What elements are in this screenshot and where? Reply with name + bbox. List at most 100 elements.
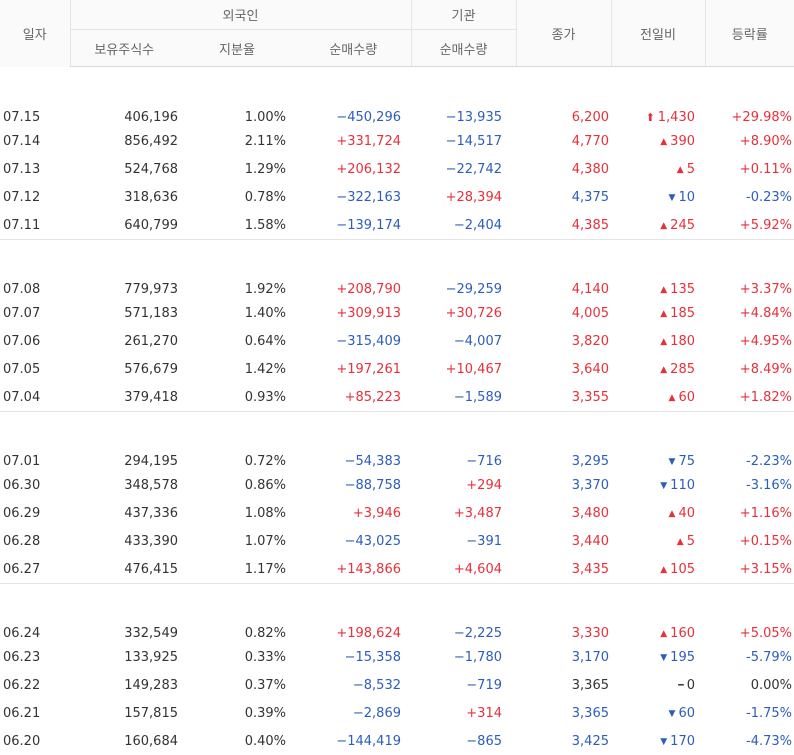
date-value: 07.08 [3,282,40,297]
close-cell: 3,355 [516,383,611,412]
arrow-up-icon: ▲ [660,137,667,147]
rate-cell: -1.75% [705,699,794,727]
change-value: 110 [670,478,695,493]
inst-net-cell: −2,404 [411,211,516,240]
rate-cell: -2.23% [705,412,794,472]
ratio-value: 1.29% [245,162,286,177]
arrow-up-icon: ▲ [660,337,667,347]
close-cell: 4,380 [516,155,611,183]
change-cell: ▲5 [611,527,705,555]
holdings-value: 157,815 [124,706,178,721]
rate-cell: +8.49% [705,355,794,383]
inst-net-cell: +314 [411,699,516,727]
arrow-up-icon: ▲ [669,509,676,519]
rate-cell: +29.98% [705,67,794,128]
foreign-net-cell: +331,724 [296,127,411,155]
arrow-down-icon: ▼ [660,737,667,747]
date-value: 07.14 [3,134,40,149]
foreign-net-cell: −88,758 [296,471,411,499]
close-value: 4,385 [572,218,609,233]
date-value: 07.12 [3,190,40,205]
close-value: 3,480 [572,506,609,521]
ratio-value: 1.07% [245,534,286,549]
close-cell: 3,480 [516,499,611,527]
change-value: 5 [687,162,695,177]
close-value: 3,170 [572,650,609,665]
ratio-value: 1.00% [245,110,286,125]
rate-value: -4.73% [746,734,792,749]
foreign-net-value: −450,296 [336,110,401,125]
date-cell: 07.07 [0,299,70,327]
inst-net-cell: +294 [411,471,516,499]
change-value: 0 [687,678,695,693]
header-rate: 등락률 [705,0,794,67]
change-value: 60 [678,390,695,405]
ratio-cell: 0.93% [178,383,296,412]
change-cell: ▼75 [611,412,705,472]
date-cell: 06.21 [0,699,70,727]
ratio-cell: 1.92% [178,240,296,300]
foreign-net-cell: −139,174 [296,211,411,240]
close-cell: 4,140 [516,240,611,300]
header-change: 전일비 [611,0,705,67]
holdings-value: 133,925 [124,650,178,665]
foreign-net-cell: −15,358 [296,643,411,671]
holdings-value: 149,283 [124,678,178,693]
date-value: 06.21 [3,706,40,721]
rate-cell: +4.84% [705,299,794,327]
change-value: 170 [670,734,695,749]
holdings-value: 437,336 [124,506,178,521]
table-header: 일자 외국인 기관 종가 전일비 등락률 보유주식수 지분율 순매수량 순매수량 [0,0,794,67]
holdings-cell: 318,636 [70,183,178,211]
date-value: 07.04 [3,390,40,405]
date-cell: 06.28 [0,527,70,555]
date-value: 06.22 [3,678,40,693]
rate-value: +29.98% [732,110,792,125]
rate-value: +5.05% [740,626,792,641]
change-cell: ▲60 [611,383,705,412]
inst-net-cell: −2,225 [411,584,516,644]
change-value: 75 [678,454,695,469]
arrow-up-icon: ▲ [677,165,684,175]
ratio-value: 0.93% [245,390,286,405]
flat-dash-icon: ━ [678,681,683,691]
rate-value: +0.15% [740,534,792,549]
holdings-value: 318,636 [124,190,178,205]
rate-cell: +1.82% [705,383,794,412]
foreign-net-cell: −450,296 [296,67,411,128]
close-cell: 4,770 [516,127,611,155]
date-cell: 07.04 [0,383,70,412]
arrow-down-icon: ▼ [660,653,667,663]
date-value: 06.30 [3,478,40,493]
holdings-cell: 348,578 [70,471,178,499]
foreign-net-value: −15,358 [345,650,401,665]
date-value: 07.01 [3,454,40,469]
holdings-cell: 476,415 [70,555,178,584]
arrow-up-icon: ▲ [660,285,667,295]
foreign-net-value: +3,946 [353,506,401,521]
ratio-value: 1.92% [245,282,286,297]
foreign-net-cell: −54,383 [296,412,411,472]
foreign-net-cell: −2,869 [296,699,411,727]
date-cell: 07.14 [0,127,70,155]
inst-net-value: +294 [466,478,502,493]
holdings-cell: 524,768 [70,155,178,183]
foreign-net-cell: +197,261 [296,355,411,383]
change-cell: ━0 [611,671,705,699]
change-value: 10 [678,190,695,205]
ratio-value: 0.86% [245,478,286,493]
ratio-cell: 2.11% [178,127,296,155]
change-value: 105 [670,562,695,577]
inst-net-cell: −1,589 [411,383,516,412]
holdings-cell: 779,973 [70,240,178,300]
close-cell: 3,425 [516,727,611,755]
foreign-net-value: +198,624 [336,626,401,641]
holdings-cell: 437,336 [70,499,178,527]
ratio-cell: 0.39% [178,699,296,727]
close-value: 3,440 [572,534,609,549]
